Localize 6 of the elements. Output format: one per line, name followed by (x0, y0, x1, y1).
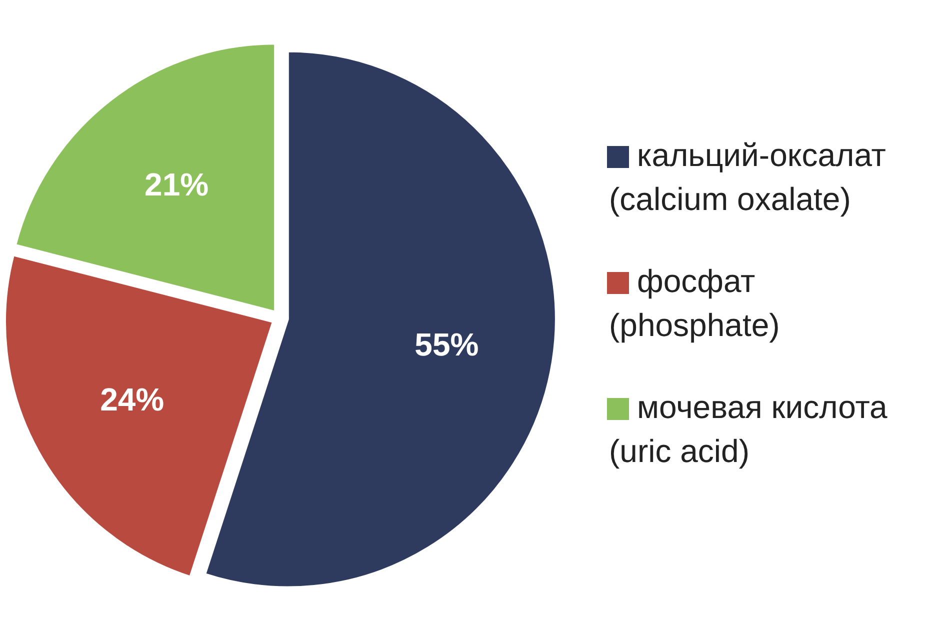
data-label: 24% (100, 381, 164, 418)
legend-label: кальций-оксалат (calcium oxalate) (609, 137, 886, 217)
legend-label: фосфат (phosphate) (609, 263, 780, 343)
data-label: 21% (144, 166, 209, 203)
data-label: 55% (414, 326, 479, 362)
legend-label: мочевая кислота (uric acid) (609, 389, 888, 469)
